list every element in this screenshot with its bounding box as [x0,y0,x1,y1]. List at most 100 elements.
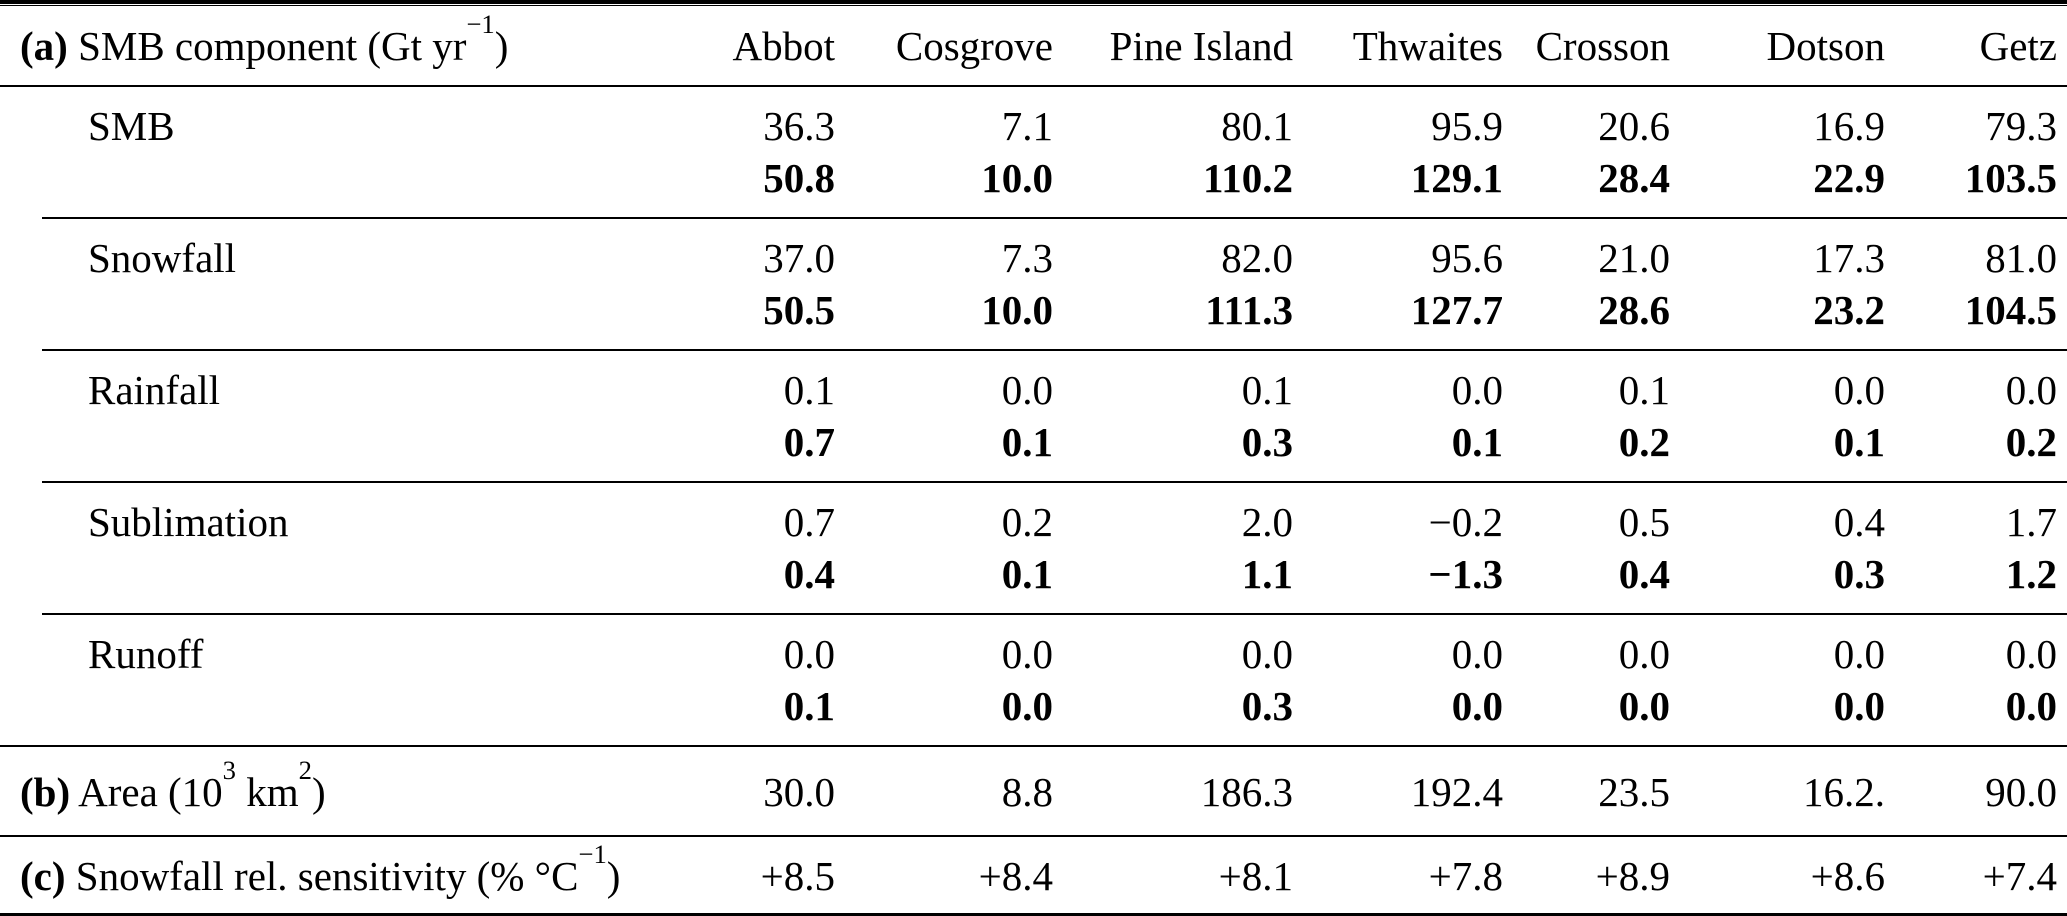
section-a-title-text: SMB component (Gt yr−1) [78,8,509,69]
value-cell-bold: 0.1 [783,683,835,729]
value-cell-bold: 10.0 [981,287,1053,333]
value-cell: 0.0 [1618,631,1670,677]
row-snowfall-plain: Snowfall 37.0 7.3 82.0 95.6 21.0 17.3 81… [0,219,2067,284]
row-smb-plain: SMB 36.3 7.1 80.1 95.9 20.6 16.9 79.3 [0,86,2067,152]
value-cell-bold: 0.4 [1618,551,1670,597]
value-cell: +8.1 [1053,835,1293,916]
value-cell: 0.7 [783,499,835,545]
top-rule-thick [0,0,2067,4]
value-cell-bold: 0.1 [1001,551,1053,597]
value-cell-bold: 0.0 [2005,683,2057,729]
value-cell: 82.0 [1221,235,1293,281]
row-area: (b) Area (103 km2) 30.0 8.8 186.3 192.4 … [0,745,2067,836]
empty-cell [0,416,690,481]
value-cell: 7.1 [1001,103,1053,149]
value-cell: 0.0 [1001,631,1053,677]
row-rainfall-plain: Rainfall 0.1 0.0 0.1 0.0 0.1 0.0 0.0 [0,351,2067,416]
top-rule-thin [0,5,2067,6]
value-cell: 79.3 [1985,103,2057,149]
row-label: SMB [88,103,175,149]
value-cell: 16.2. [1670,745,1885,836]
value-cell-bold: 0.3 [1241,683,1293,729]
value-cell-bold: 0.7 [783,419,835,465]
section-a-title: (a) SMB component (Gt yr−1) [0,6,690,87]
value-cell: 95.9 [1431,103,1503,149]
value-cell: 95.6 [1431,235,1503,281]
value-cell-bold: 23.2 [1813,287,1885,333]
value-cell-bold: 129.1 [1410,155,1503,201]
separator-line [42,481,2067,483]
value-cell: 0.0 [1833,367,1885,413]
value-cell: 0.0 [2005,631,2057,677]
value-cell: 186.3 [1053,745,1293,836]
empty-cell [0,284,690,349]
value-cell: 23.5 [1503,745,1670,836]
value-cell-bold: 103.5 [1964,155,2057,201]
value-cell: +8.9 [1503,835,1670,916]
value-cell: 37.0 [763,235,835,281]
row-separator [0,349,2067,351]
column-header-crosson: Crosson [1503,6,1670,87]
row-label: Rainfall [88,367,221,413]
value-cell-bold: 0.0 [1833,683,1885,729]
value-cell: −0.2 [1428,499,1503,545]
value-cell-bold: 0.0 [1618,683,1670,729]
row-separator [0,481,2067,483]
separator-line [42,349,2067,351]
row-sensitivity: (c) Snowfall rel. sensitivity (% °C−1) +… [0,835,2067,916]
row-rainfall-bold: 0.7 0.1 0.3 0.1 0.2 0.1 0.2 [0,416,2067,481]
value-cell-bold: 1.1 [1241,551,1293,597]
value-cell: 7.3 [1001,235,1053,281]
section-c-title-text: Snowfall rel. sensitivity (% °C−1) [75,839,621,899]
value-cell: 36.3 [763,103,835,149]
value-cell: 0.0 [1001,367,1053,413]
section-b-title-text: Area (103 km2) [78,755,326,815]
column-header-dotson: Dotson [1670,6,1885,87]
value-cell: 20.6 [1598,103,1670,149]
value-cell: 30.0 [690,745,835,836]
value-cell-bold: 0.4 [783,551,835,597]
empty-cell [0,680,690,746]
value-cell-bold: 0.1 [1451,419,1503,465]
value-cell: 80.1 [1221,103,1293,149]
empty-cell [0,152,690,217]
column-header-abbot: Abbot [690,6,835,87]
value-cell: +8.5 [690,835,835,916]
row-label: Snowfall [88,235,237,281]
value-cell: 81.0 [1985,235,2057,281]
value-cell-bold: 28.6 [1598,287,1670,333]
value-cell-bold: 0.2 [1618,419,1670,465]
row-snowfall-bold: 50.5 10.0 111.3 127.7 28.6 23.2 104.5 [0,284,2067,349]
value-cell: 1.7 [2005,499,2057,545]
value-cell-bold: 104.5 [1964,287,2057,333]
value-cell: +8.4 [835,835,1053,916]
column-header-thwaites: Thwaites [1293,6,1503,87]
column-header-getz: Getz [1885,6,2067,87]
row-label: Runoff [88,631,204,677]
value-cell: +8.6 [1670,835,1885,916]
separator-line [42,217,2067,219]
row-smb-bold: 50.8 10.0 110.2 129.1 28.4 22.9 103.5 [0,152,2067,217]
value-cell-bold: 22.9 [1813,155,1885,201]
section-a-marker: (a) [20,22,68,69]
value-cell-bold: 111.3 [1205,287,1293,333]
value-cell: 8.8 [835,745,1053,836]
value-cell-bold: −1.3 [1428,551,1503,597]
section-c-title: (c) Snowfall rel. sensitivity (% °C−1) [0,835,690,916]
row-sublimation-bold: 0.4 0.1 1.1 −1.3 0.4 0.3 1.2 [0,548,2067,613]
row-separator [0,613,2067,615]
section-b-title: (b) Area (103 km2) [0,745,690,836]
value-cell: 0.0 [783,631,835,677]
value-cell: 0.0 [1451,367,1503,413]
value-cell-bold: 10.0 [981,155,1053,201]
value-cell: 17.3 [1813,235,1885,281]
value-cell-bold: 0.3 [1833,551,1885,597]
value-cell: 0.1 [783,367,835,413]
value-cell-bold: 0.0 [1001,683,1053,729]
row-sublimation-plain: Sublimation 0.7 0.2 2.0 −0.2 0.5 0.4 1.7 [0,483,2067,548]
value-cell: 0.1 [1618,367,1670,413]
value-cell-bold: 0.1 [1001,419,1053,465]
value-cell: 0.4 [1833,499,1885,545]
value-cell: 192.4 [1293,745,1503,836]
value-cell-bold: 50.8 [763,155,835,201]
